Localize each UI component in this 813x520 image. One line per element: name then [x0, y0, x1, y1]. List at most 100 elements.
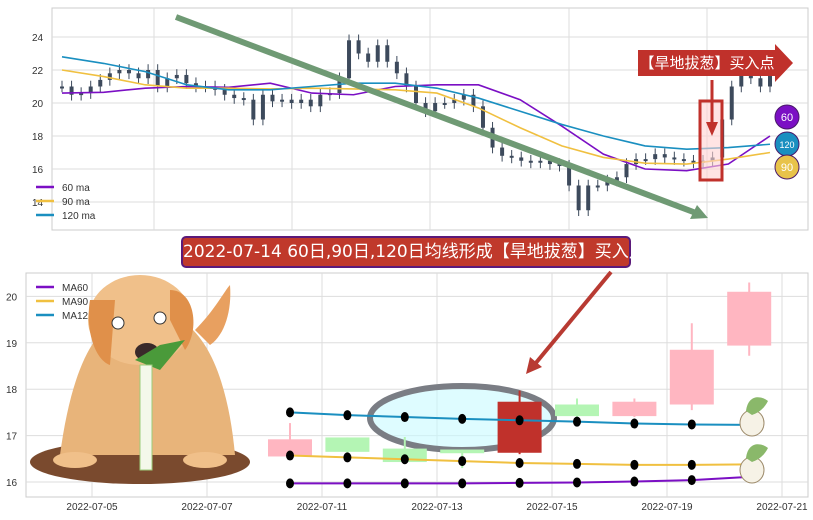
y-tick-label: 22 [32, 66, 44, 77]
y-tick-label: 24 [32, 33, 44, 44]
ma-point [286, 407, 294, 418]
price-candle [232, 94, 237, 99]
ma-point [687, 419, 696, 430]
ma-point [286, 478, 294, 489]
price-candle [308, 99, 313, 107]
price-candle [126, 70, 131, 74]
dog-eye [111, 316, 125, 330]
price-candle [509, 155, 514, 158]
dog-with-leek-illustration [30, 275, 768, 484]
ma-point [400, 454, 409, 465]
legend-label: MA120 [62, 311, 94, 322]
price-candle [404, 73, 409, 87]
ma-point [687, 459, 696, 470]
ma-badge-label: 90 [781, 162, 793, 174]
ma-badge-90 [774, 154, 800, 180]
price-candle [318, 94, 323, 107]
candle-body [555, 404, 599, 417]
price-candle [528, 160, 533, 163]
y-tick-label: 16 [6, 478, 18, 489]
ma-line-MA120 [289, 411, 760, 426]
ma-point [458, 456, 467, 467]
legend-label: MA60 [62, 283, 89, 294]
price-candle [414, 86, 418, 103]
x-tick-label: 2022-07-19 [641, 502, 693, 513]
price-candle [107, 73, 112, 80]
price-candle [538, 160, 543, 163]
price-candle [260, 94, 265, 120]
price-candle [595, 185, 600, 188]
price-candle [576, 185, 581, 211]
ma-point [515, 415, 524, 426]
price-candle [729, 86, 734, 120]
candle-body [612, 401, 657, 417]
price-candle [88, 86, 93, 94]
dog-paw [53, 452, 97, 468]
ma-line-MA60 [290, 475, 760, 485]
price-candle [174, 74, 179, 79]
price-candle [136, 73, 141, 79]
price-candle [681, 159, 686, 162]
ma-point [630, 418, 639, 429]
buy-point-label: 【旱地拔葱】买入点 [639, 54, 775, 72]
candle-body [268, 439, 312, 457]
price-candle [653, 154, 658, 160]
price-candle [289, 99, 294, 103]
ma-point [573, 477, 581, 488]
legend-label: 90 ma [62, 197, 90, 208]
candle-body [497, 401, 542, 453]
price-candle [500, 147, 505, 156]
price-candle [79, 93, 84, 96]
price-candle [222, 89, 227, 95]
ma-line-90-ma [61, 69, 771, 165]
price-candle [624, 164, 629, 178]
leek-leaf-icon [746, 397, 768, 415]
pointer-arrow-head [526, 357, 542, 374]
dog-ear-left [88, 300, 115, 365]
leek-stalk [139, 364, 153, 471]
price-candle [270, 94, 275, 102]
ma-badge-60 [774, 104, 800, 130]
x-tick-label: 2022-07-05 [66, 502, 118, 513]
price-candle [567, 165, 572, 186]
price-candle [461, 94, 466, 100]
y-tick-label: 17 [6, 432, 18, 443]
dog-head [88, 275, 192, 365]
ma-point [458, 478, 467, 489]
ma-point [458, 413, 467, 424]
price-candle [643, 159, 648, 162]
y-tick-label: 19 [6, 339, 18, 350]
y-tick-label: 18 [32, 132, 44, 143]
price-candle [672, 157, 677, 160]
ma-point [515, 477, 524, 488]
ma-line-120-ma [61, 56, 771, 151]
dog-tail [195, 285, 231, 345]
price-candle [366, 53, 371, 62]
price-chart-top: 14 16 18 20 22 24 60 ma 90 ma 120 ma 60 120 90 [32, 7, 809, 231]
ma-point [515, 457, 524, 468]
signal-banner: 2022-07-14 60日,90日,120日均线形成【旱地拔葱】买入点 [181, 236, 646, 268]
legend-label: MA90 [62, 297, 89, 308]
candle-body [727, 291, 772, 346]
price-candle [394, 61, 399, 74]
price-candle [758, 78, 763, 87]
y-tick-label: 18 [6, 385, 18, 396]
ma-point [343, 410, 352, 421]
price-candle [385, 45, 390, 62]
price-candle [547, 160, 552, 165]
price-candle [60, 86, 64, 89]
price-candle [347, 40, 352, 79]
ma-point [687, 475, 696, 486]
x-tick-label: 2022-07-11 [297, 502, 348, 513]
pointer-arrow-line [533, 270, 613, 366]
price-candle [471, 94, 476, 107]
ma-point [573, 458, 581, 469]
y-tick-label: 20 [32, 99, 44, 110]
dog-ear-right [170, 290, 194, 350]
x-tick-label: 2022-07-15 [526, 502, 578, 513]
price-candle [691, 160, 696, 163]
ma-badge-label: 60 [781, 112, 793, 124]
y-tick-label: 16 [32, 165, 44, 176]
leek-leaves [135, 340, 185, 370]
ma-point [343, 452, 352, 463]
